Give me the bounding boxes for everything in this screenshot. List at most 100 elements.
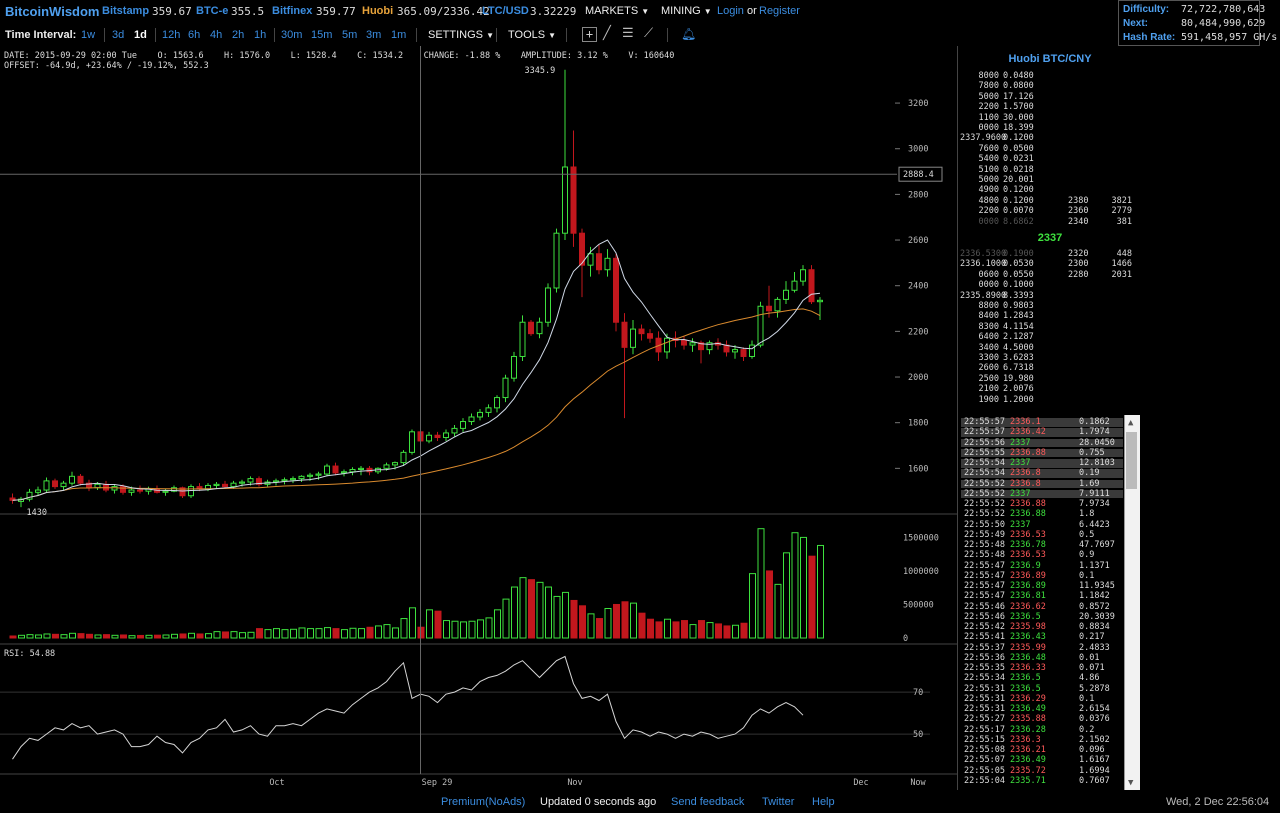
trade-amount: 47.7697 (1079, 540, 1115, 550)
volume-bar (145, 634, 153, 639)
orderbook-title[interactable]: Huobi BTC/CNY (1008, 53, 1092, 65)
bid-amount: 0.9803 (1003, 301, 1034, 311)
candle (783, 289, 789, 300)
login-link[interactable]: Login (717, 5, 744, 17)
interval-1w[interactable]: 1w (81, 29, 96, 41)
interval-1m[interactable]: 1m (391, 29, 407, 41)
volume-bar (120, 634, 127, 639)
volume-tick-label: 1500000 (903, 533, 939, 543)
interval-3m[interactable]: 3m (366, 29, 382, 41)
trade-time: 22:55:48 (964, 540, 1005, 550)
exchange-huobi-link[interactable]: Huobi (362, 5, 394, 17)
ask-amount: 0.0070 (1003, 206, 1034, 217)
trade-amount: 1.8 (1079, 509, 1095, 520)
trade-amount: 2.4833 (1079, 642, 1110, 653)
trade-row: 22:55:31 2336.49 2.6154 (961, 705, 1123, 714)
bid-price: 2335.8900 (960, 290, 1007, 301)
bid-row: 3300 3.6283 (960, 353, 1140, 363)
volume-bar (434, 610, 442, 639)
interval-2h[interactable]: 2h (232, 29, 245, 41)
interval-1d[interactable]: 1d (134, 29, 147, 41)
interval-4h[interactable]: 4h (210, 29, 223, 41)
exchange-bitstamp-link[interactable]: Bitstamp (102, 5, 150, 17)
exchange-btce-link[interactable]: BTC-e (196, 5, 229, 17)
candle (103, 483, 109, 491)
tools-menu-label: TOOLS (508, 29, 546, 41)
trade-amount: 1.1842 (1079, 591, 1110, 602)
fibonacci-tool-icon[interactable]: ⟋ (644, 26, 654, 41)
difficulty-value: 72,722,780,643 (1181, 4, 1266, 15)
brand-logo[interactable]: BitcoinWisdom (5, 4, 100, 19)
interval-1h[interactable]: 1h (254, 29, 267, 41)
exchange-ltcusd-link[interactable]: LTC/USD (482, 5, 529, 17)
volume-bar (273, 628, 280, 639)
trade-amount: 1.1371 (1079, 560, 1110, 571)
candle (111, 486, 118, 491)
low-annotation: 1430 (27, 508, 47, 518)
ask-price: 2200 (978, 206, 999, 217)
line-tool-icon[interactable]: ╱ (603, 26, 611, 41)
candle (621, 321, 628, 348)
ask-row: 5000 20.001 (960, 175, 1140, 185)
ask-amount: 0.0231 (1003, 154, 1034, 165)
trade-time: 22:55:31 (964, 693, 1005, 704)
candle (239, 481, 245, 484)
rsi-label: RSI: 54.88 (4, 649, 56, 659)
twitter-link[interactable]: Twitter (762, 796, 795, 808)
premium-link[interactable]: Premium(NoAds) (441, 796, 526, 808)
interval-3d[interactable]: 3d (112, 29, 125, 41)
x-axis-label: Now (910, 778, 926, 788)
mining-menu[interactable]: MINING ▼ (661, 5, 712, 17)
crosshair-tool-icon[interactable]: + (582, 27, 597, 42)
scroll-down-icon[interactable]: ▼ (1128, 778, 1134, 788)
help-link[interactable]: Help (812, 796, 835, 808)
interval-12h[interactable]: 12h (162, 29, 181, 41)
markets-menu[interactable]: MARKETS ▼ (585, 5, 649, 17)
interval-5m[interactable]: 5m (342, 29, 358, 41)
trade-row: 22:55:47 2336.9 1.1371 (961, 560, 1123, 571)
trade-price: 2336.78 (1010, 540, 1046, 550)
trade-price: 2336.89 (1010, 581, 1046, 591)
trade-row: 22:55:04 2335.71 0.7607 (961, 777, 1123, 786)
candle (222, 483, 228, 488)
trades-scrollbar-thumb[interactable] (1126, 432, 1137, 489)
trade-amount: 0.096 (1079, 745, 1105, 755)
trades-list[interactable]: 22:55:57 2336.1 0.1862 22:55:57 2336.42 1.797… (961, 415, 1139, 790)
exchange-btce-price: 355.5 (231, 5, 265, 18)
bell-alert-icon[interactable]: 🔔︎ (681, 27, 697, 41)
candle (800, 269, 806, 282)
trade-row: 22:55:27 2335.88 0.0376 (961, 715, 1123, 724)
scroll-up-icon[interactable]: ▲ (1128, 418, 1134, 428)
ask-amount: 1.5700 (1003, 102, 1034, 113)
price-chart[interactable]: 1600 1800 2000 2200 2400 2600 2800 3000 3200 0 500… (0, 46, 958, 790)
interval-15m[interactable]: 15m (311, 29, 333, 41)
horizontal-line-tool-icon[interactable]: ☰ (622, 26, 634, 41)
trade-price: 2337 (1010, 519, 1031, 530)
exchange-bitfinex-link[interactable]: Bitfinex (272, 5, 313, 17)
x-axis-label: Sep 29 (422, 778, 453, 788)
trade-amount: 1.7974 (1079, 427, 1110, 438)
bid-sum-price: 2320 (1068, 249, 1089, 259)
price-tick-label: 2400 (908, 282, 928, 292)
volume-bar (664, 618, 671, 639)
crosshair-price-box (898, 166, 943, 182)
volume-bar (519, 577, 527, 639)
settings-menu[interactable]: SETTINGS ▼ (428, 29, 494, 41)
ask-row: 7800 0.0800 (960, 81, 1140, 91)
interval-30m[interactable]: 30m (281, 29, 303, 41)
candle-info-line1: DATE: 2015-09-29 02:00 Tue O: 1563.6 H: … (4, 51, 675, 61)
bid-price: 2336.5300 (960, 249, 1007, 259)
trade-time: 22:55:55 (964, 447, 1005, 458)
register-link[interactable]: Register (759, 5, 800, 17)
trade-row: 22:55:42 2335.98 0.8834 (961, 623, 1123, 632)
tools-menu[interactable]: TOOLS ▼ (508, 29, 556, 41)
trade-row: 22:55:41 2336.43 0.217 (961, 633, 1123, 642)
interval-6h[interactable]: 6h (188, 29, 201, 41)
bid-amount: 1.2000 (1003, 394, 1034, 405)
bid-amount: 2.1287 (1003, 332, 1034, 343)
volume-bar (409, 607, 416, 639)
trades-scrollbar[interactable]: ▲ ▼ (1124, 415, 1140, 790)
candle (434, 434, 441, 439)
send-feedback-link[interactable]: Send feedback (671, 796, 745, 808)
x-axis-label: Dec (853, 778, 868, 788)
